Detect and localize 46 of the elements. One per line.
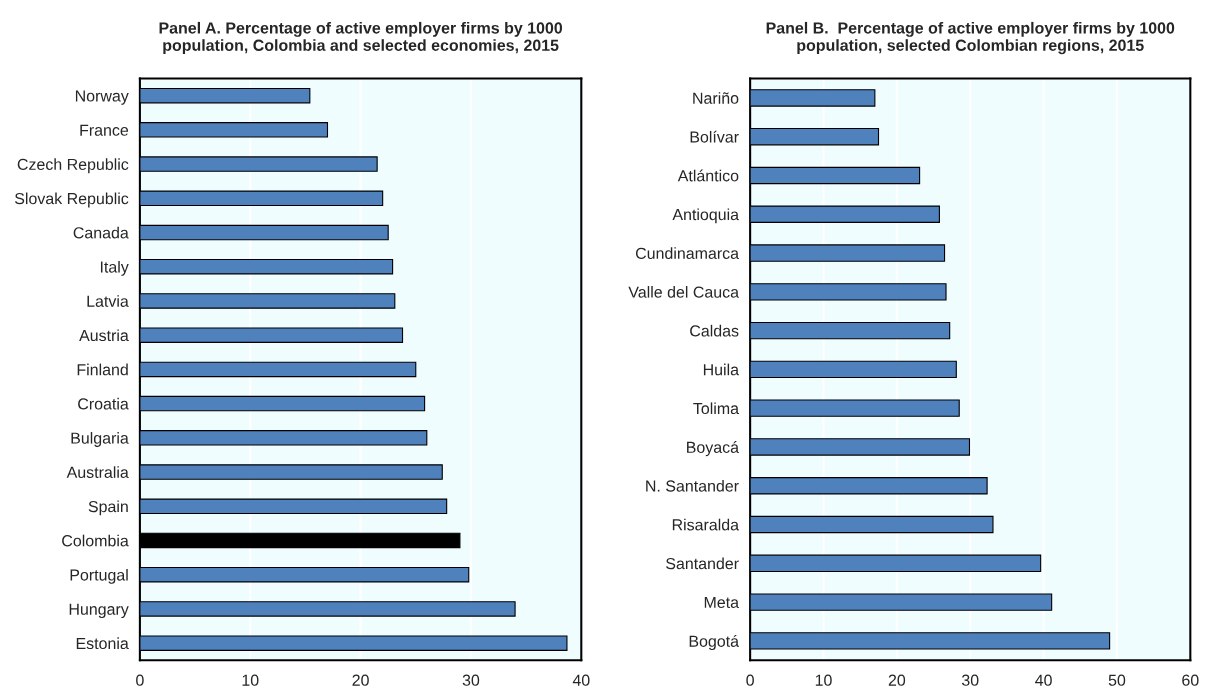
y-tick-label: Santander <box>666 557 739 570</box>
x-tick-label: 20 <box>888 674 906 686</box>
y-tick-label: Croatia <box>78 397 129 410</box>
chart-title: Panel B. Percentage of active employer firms by 1000 population, selected Colombian regions, 2015 <box>766 21 1175 55</box>
x-tick-label: 30 <box>961 674 979 686</box>
y-tick-label: Latvia <box>87 295 129 307</box>
y-tick-label: Estonia <box>76 637 129 650</box>
y-tick-label: Atlántico <box>677 169 739 182</box>
x-tick-label: 60 <box>1182 674 1199 686</box>
y-tick-label: Italy <box>100 260 129 276</box>
y-tick-label: Meta <box>704 596 740 609</box>
y-tick-label: Australia <box>66 466 129 478</box>
x-tick-label: 10 <box>242 674 259 686</box>
y-tick-label: Antioquia <box>672 208 740 224</box>
y-tick-label: Risaralda <box>672 518 740 531</box>
y-tick-label: Slovak Republic <box>14 192 129 208</box>
y-tick-label: Cundinamarca <box>635 247 740 259</box>
y-tick-label: Boyacá <box>687 441 740 457</box>
y-tick-label: Colombia <box>62 534 129 547</box>
y-tick-label: Czech Republic <box>17 158 129 174</box>
x-tick-label: 10 <box>815 674 832 686</box>
x-tick-label: 30 <box>462 674 480 686</box>
y-tick-label: Hungary <box>69 603 129 619</box>
y-tick-label: N. Santander <box>646 479 739 492</box>
x-tick-label: 40 <box>572 674 590 686</box>
x-tick-label: 20 <box>352 674 369 686</box>
y-tick-label: Austria <box>79 329 129 342</box>
y-tick-label: France <box>80 124 129 136</box>
y-tick-label: Bulgaria <box>71 432 129 447</box>
x-tick-label: 0 <box>746 674 754 686</box>
y-tick-label: Canada <box>73 226 129 239</box>
y-tick-label: Caldas <box>690 324 739 337</box>
y-tick-label: Finland <box>77 363 128 376</box>
y-tick-label: Tolima <box>693 402 740 415</box>
y-tick-label: Spain <box>88 500 128 516</box>
y-tick-label: Bogotá <box>689 634 740 651</box>
x-tick-label: 40 <box>1035 674 1052 686</box>
y-tick-label: Nariño <box>693 92 739 104</box>
y-tick-label: Bolívar <box>690 130 739 143</box>
y-tick-label: Norway <box>75 90 129 105</box>
chart-title: Panel A. Percentage of active employer firms by 1000 population, Colombia and selected economies, 2015 <box>159 21 563 55</box>
y-tick-label: Huila <box>703 363 740 376</box>
x-tick-label: 0 <box>136 674 144 686</box>
x-tick-label: 50 <box>1108 674 1126 686</box>
y-tick-label: Portugal <box>70 568 128 584</box>
y-tick-label: Valle del Cauca <box>628 286 740 298</box>
